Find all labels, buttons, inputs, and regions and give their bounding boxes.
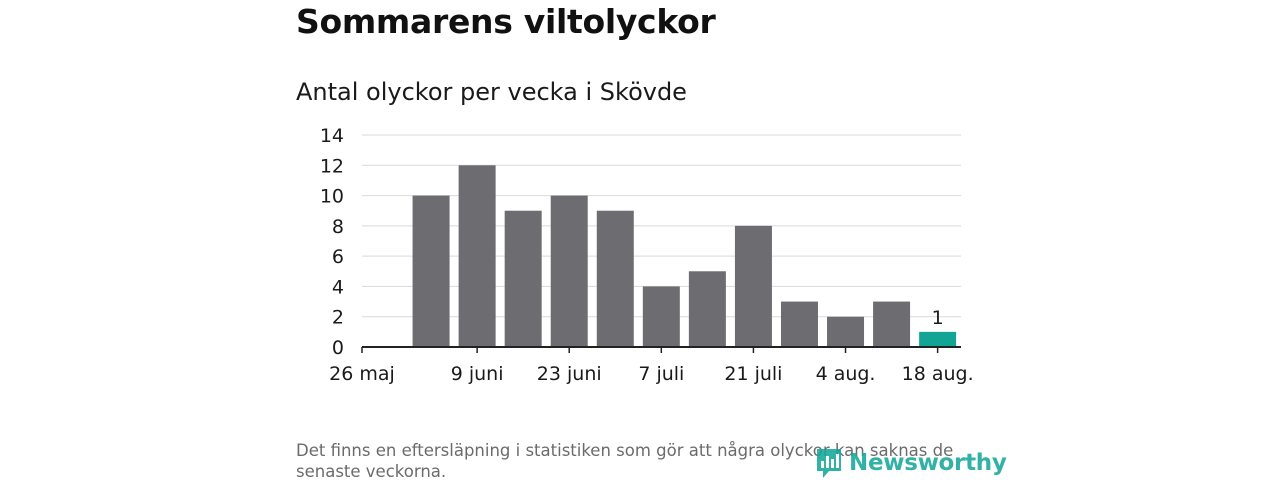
x-tick-label: 7 juli <box>638 363 684 385</box>
newsworthy-logo: Newsworthy <box>815 446 1007 480</box>
x-tick-label: 21 juli <box>724 363 782 385</box>
bar <box>780 301 818 347</box>
bar <box>504 210 542 347</box>
y-tick-label: 10 <box>320 186 344 208</box>
bar <box>827 316 865 347</box>
bar <box>734 225 772 347</box>
y-tick-label: 0 <box>332 337 344 359</box>
bar <box>596 210 634 347</box>
y-tick-label: 8 <box>332 216 344 238</box>
y-tick-label: 4 <box>332 276 344 298</box>
y-axis-ticks: 0 2 4 6 8 10 12 14 <box>320 125 344 359</box>
x-tick-label: 9 juni <box>451 363 504 385</box>
bar <box>873 301 911 347</box>
bar <box>412 195 450 347</box>
bar <box>550 195 588 347</box>
y-tick-label: 6 <box>332 246 344 268</box>
footnote: Det finns en eftersläpning i statistiken… <box>296 441 954 481</box>
x-tick-label: 23 juni <box>537 363 602 385</box>
y-tick-label: 12 <box>320 155 344 177</box>
newsworthy-logo-icon <box>817 449 841 478</box>
bar <box>458 165 496 347</box>
chart-title: Sommarens viltolyckor <box>296 2 716 41</box>
bars <box>412 165 957 347</box>
y-tick-label: 14 <box>320 125 344 147</box>
x-tick-label: 18 aug. <box>902 363 974 385</box>
bar <box>919 331 957 347</box>
logo-text: Newsworthy <box>849 450 1007 476</box>
bar <box>688 271 726 347</box>
x-axis: 26 maj 9 juni 23 juni 7 juli 21 juli 4 aug. 18… <box>329 346 974 385</box>
x-tick-label: 26 maj <box>329 363 395 385</box>
x-tick-label: 4 aug. <box>816 363 876 385</box>
chart-subtitle: Antal olyckor per vecka i Skövde <box>296 78 687 106</box>
bar <box>642 286 680 347</box>
data-label: 1 <box>932 307 944 329</box>
y-tick-label: 2 <box>332 307 344 329</box>
data-labels: 1 <box>932 307 944 329</box>
